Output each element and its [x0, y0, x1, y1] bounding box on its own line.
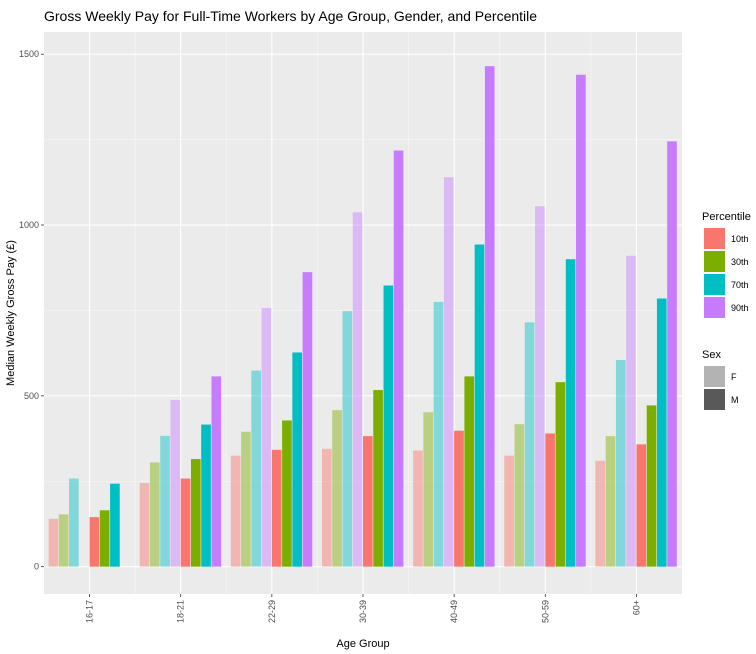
- bar-40-49-M-70th: [474, 244, 485, 567]
- bar-22-29-M-10th: [271, 449, 282, 567]
- legend-label-percentile: 10th: [731, 234, 749, 244]
- x-axis: 16-17 18-21 22-29 30-39 40-49 50-59 60+: [85, 594, 641, 623]
- bar-22-29-M-70th: [292, 352, 303, 567]
- bar-18-21-M-90th: [211, 376, 222, 567]
- bar-40-49-F-90th: [443, 177, 454, 567]
- bar-40-49-M-10th: [454, 430, 464, 567]
- bar-16-17-M-10th: [89, 517, 100, 567]
- bar-22-29-F-10th: [230, 455, 241, 567]
- bar-30-39-M-90th: [393, 150, 404, 567]
- legend-key-percentile: [704, 297, 725, 318]
- bar-50-59-F-70th: [524, 322, 535, 567]
- bar-50-59-F-90th: [535, 206, 545, 567]
- bar-30-39-F-30th: [332, 410, 342, 567]
- y-axis-title: Median Weekly Gross Pay (£): [5, 240, 17, 386]
- bar-30-39-M-30th: [373, 390, 383, 567]
- bar-30-39-F-10th: [321, 448, 332, 567]
- bar-18-21-M-30th: [190, 459, 201, 567]
- bar-60+-F-70th: [615, 359, 626, 567]
- bar-60+-M-90th: [667, 141, 677, 567]
- sex-legend: Sex F M: [702, 349, 739, 410]
- percentile-legend: Percentile 10th 30th 70th 90th: [702, 211, 751, 318]
- legend-key-percentile: [704, 251, 725, 272]
- y-tick-label: 1500: [19, 49, 39, 59]
- bar-18-21-F-70th: [160, 435, 170, 567]
- bar-50-59-F-10th: [504, 455, 514, 567]
- bar-22-29-F-30th: [241, 431, 251, 567]
- x-tick-label: 40-49: [449, 600, 459, 623]
- bar-60+-M-70th: [656, 298, 667, 567]
- bar-60+-M-30th: [646, 405, 657, 567]
- y-tick-label: 1000: [19, 220, 39, 230]
- bar-22-29-M-30th: [282, 420, 292, 567]
- bar-30-39-F-70th: [342, 311, 353, 567]
- percentile-legend-title: Percentile: [702, 211, 751, 223]
- bar-30-39-M-70th: [383, 285, 394, 567]
- chart-title: Gross Weekly Pay for Full-Time Workers b…: [44, 8, 537, 24]
- bar-50-59-M-90th: [576, 74, 586, 567]
- bar-16-17-F-70th: [69, 478, 79, 567]
- bar-40-49-F-10th: [413, 450, 423, 567]
- bar-40-49-M-90th: [484, 66, 495, 567]
- legend-key-sex: [704, 366, 725, 387]
- bar-16-17-M-30th: [99, 510, 110, 567]
- bar-50-59-M-30th: [555, 382, 566, 567]
- x-tick-label: 30-39: [358, 600, 368, 623]
- y-tick-label: 500: [24, 391, 39, 401]
- sex-legend-title: Sex: [702, 349, 721, 361]
- bar-18-21-M-10th: [180, 478, 191, 567]
- bar-60+-F-90th: [626, 255, 636, 567]
- x-tick-label: 60+: [631, 600, 641, 615]
- bar-60+-F-10th: [595, 460, 606, 567]
- x-axis-title: Age Group: [336, 638, 389, 650]
- x-tick-label: 18-21: [176, 600, 186, 623]
- bar-40-49-F-70th: [433, 301, 444, 567]
- bar-16-17-M-70th: [110, 483, 120, 567]
- bar-30-39-F-90th: [352, 212, 363, 567]
- legend-label-sex: F: [731, 372, 737, 382]
- bar-18-21-M-70th: [201, 424, 211, 567]
- y-axis: 0 500 1000 1500: [19, 49, 44, 572]
- bar-22-29-M-90th: [302, 272, 313, 567]
- bar-18-21-F-10th: [139, 482, 150, 567]
- y-tick-label: 0: [34, 562, 39, 572]
- legend-label-percentile: 90th: [731, 303, 749, 313]
- bar-40-49-F-30th: [423, 412, 434, 567]
- x-tick-label: 50-59: [540, 600, 550, 623]
- legend-key-sex: [704, 389, 725, 410]
- legend-key-percentile: [704, 274, 725, 295]
- x-tick-label: 16-17: [85, 600, 95, 623]
- bars: [48, 66, 677, 567]
- bar-60+-F-30th: [605, 436, 616, 567]
- bar-22-29-F-70th: [251, 370, 261, 567]
- bar-60+-M-10th: [636, 444, 647, 567]
- bar-16-17-F-10th: [48, 518, 59, 567]
- legend-label-percentile: 30th: [731, 257, 749, 267]
- bar-30-39-M-10th: [363, 436, 373, 567]
- legend-key-percentile: [704, 228, 725, 249]
- bar-50-59-F-30th: [514, 424, 525, 567]
- bar-18-21-F-90th: [170, 399, 181, 567]
- bar-16-17-F-30th: [58, 514, 69, 567]
- bar-50-59-M-70th: [565, 259, 576, 567]
- bar-22-29-F-90th: [261, 308, 272, 567]
- x-tick-label: 22-29: [267, 600, 277, 623]
- bar-50-59-M-10th: [545, 433, 555, 567]
- legend-label-percentile: 70th: [731, 280, 749, 290]
- legend-label-sex: M: [731, 395, 739, 405]
- bar-40-49-M-30th: [464, 376, 475, 567]
- bar-18-21-F-30th: [149, 462, 160, 567]
